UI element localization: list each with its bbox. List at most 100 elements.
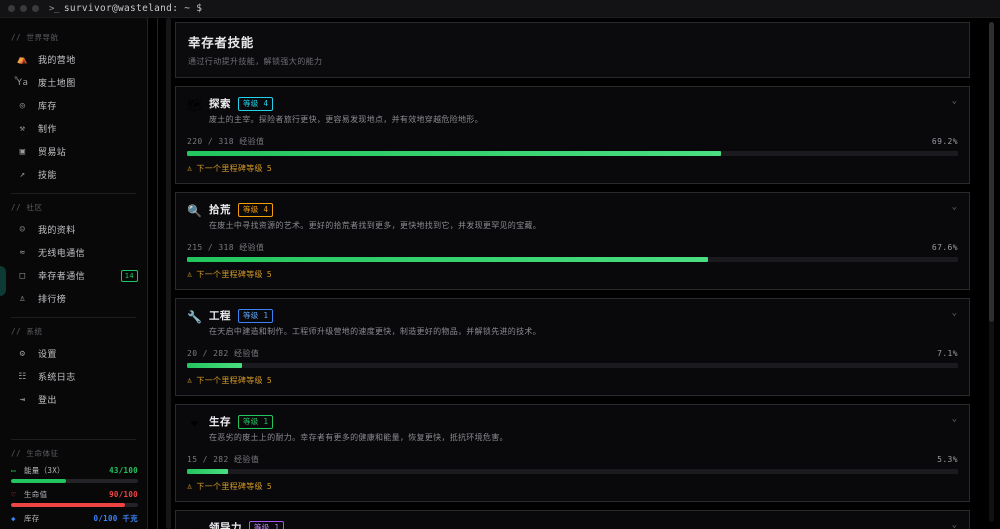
maximize-button-dot[interactable] [32,5,39,12]
trophy-icon: ♙ [187,375,193,386]
sidebar-item-3[interactable]: ◎ 库存 [0,94,147,117]
chevron-down-icon[interactable]: ⌄ [951,414,957,424]
vitals-section-title: // 生命体征 [11,449,59,458]
xp-separator: / [207,137,214,146]
window-title: survivor@wasteland: ~ $ [63,3,203,14]
window-controls[interactable] [8,5,39,12]
xp-current: 215 [187,243,203,252]
skill-level-badge: 等级 4 [238,202,274,217]
skill-card[interactable]: ⌄ 🔧 工程 等级 1 在天启中建造和制作。工程师升级营地的速度更快，制造更好的物品，并… [175,298,970,396]
window-title-bar: >_ survivor@wasteland: ~ $ [0,0,1000,18]
sidebar-content-gutter[interactable] [148,18,175,529]
vital-label: 能量（3X） [24,466,65,475]
sidebar-item-1[interactable]: ⛺ 我的营地 [0,48,147,71]
sidebar-item-1[interactable]: ☺ 我的资料 [0,218,147,241]
skill-card[interactable]: ⌄ 🔍 拾荒 等级 4 在废土中寻找资源的艺术。更好的拾荒者找到更多，更快地找到它，并发… [175,192,970,290]
level-prefix: 等级 [243,310,259,320]
skills-panel: 幸存者技能 通过行动提升技能，解锁强大的能力 ⌄ 🗺 探索 等级 4 废土的主宰。探险者… [175,22,970,529]
main-scrollbar[interactable] [989,22,994,522]
camp-icon: ⛺ [16,54,29,65]
vital-row: ◆ 库存 0/100 千克 [0,512,147,525]
skill-name: 探索 [209,98,231,110]
trophy-icon: ♙ [187,163,193,174]
star-icon: ★ [190,521,199,529]
xp-max: 282 [213,349,229,358]
level-prefix: 等级 [254,522,270,529]
skill-progress-bar [187,363,958,368]
skill-xp-text: 20 / 282 经验值 [187,348,259,359]
sidebar-item-1[interactable]: ⚙ 设置 [0,342,147,365]
sidebar-item-2[interactable]: Ὗa 废土地图 [0,71,147,94]
map-icon: Ὗa [16,77,29,88]
milestone-level: 5 [266,376,272,385]
milestone-level: 5 [266,270,272,279]
wrench-icon: 🔧 [187,309,202,324]
chevron-down-icon[interactable]: ⌄ [951,308,957,318]
level-prefix: 等级 [243,416,259,426]
sidebar-item-label: 我的资料 [38,226,76,236]
level-value: 1 [263,416,269,426]
sidebar-item-badge: 14 [120,269,138,282]
skill-percent: 67.6% [931,243,958,252]
chevron-down-icon[interactable]: ⌄ [951,202,957,212]
sidebar-item-5[interactable]: ▣ 贸易站 [0,140,147,163]
trophy-icon: ♙ [19,293,26,304]
vital-row: ▭ 能量（3X） 43/100 [0,464,147,477]
xp-separator: / [207,243,214,252]
skill-xp-text: 15 / 282 经验值 [187,454,259,465]
vital-progress-bar [11,503,138,507]
xp-max: 318 [218,137,234,146]
sidebar-item-4[interactable]: ♙ 排行榜 [0,287,147,310]
logbook-icon: ☷ [18,371,27,382]
skill-percent: 7.1% [937,349,958,358]
level-value: 4 [263,204,269,214]
sidebar-item-3[interactable]: □ 幸存者通信 14 [0,264,147,287]
sidebar-item-3[interactable]: ⇥ 登出 [0,388,147,411]
level-value: 1 [274,522,280,529]
chevron-down-icon[interactable]: ⌄ [951,96,957,106]
vital-value: 43/100 [109,466,138,475]
skill-description: 废土的主宰。探险者旅行更快，更容易发现地点，并有效地穿越危险地形。 [209,115,483,124]
sidebar-item-2[interactable]: ☷ 系统日志 [0,365,147,388]
store-icon: ▣ [19,146,26,157]
main-content: 幸存者技能 通过行动提升技能，解锁强大的能力 ⌄ 🗺 探索 等级 4 废土的主宰。探险者… [175,18,1000,529]
xp-suffix: 经验值 [239,137,265,146]
sidebar-divider [11,439,136,440]
skill-milestone: ♙ 下一个里程碑等级 5 [187,375,958,386]
milestone-label: 下一个里程碑等级 [196,164,263,173]
level-value: 1 [263,310,269,320]
milestone-level: 5 [266,482,272,491]
sidebar-item-label: 贸易站 [38,148,67,158]
minimize-button-dot[interactable] [20,5,27,12]
sidebar-item-label: 设置 [38,350,57,360]
skill-name: 拾荒 [209,204,231,216]
user-icon: ☺ [19,224,26,235]
magnifier-icon: 🔍 [187,203,202,218]
skill-name: 领导力 [209,522,242,529]
sidebar-item-2[interactable]: ≈ 无线电通信 [0,241,147,264]
sidebar-item-label: 库存 [38,102,57,112]
skill-milestone: ♙ 下一个里程碑等级 5 [187,481,958,492]
close-button-dot[interactable] [8,5,15,12]
sidebar-item-4[interactable]: ⚒ 制作 [0,117,147,140]
skill-card[interactable]: ⌄ ❤ 生存 等级 1 在恶劣的废土上的耐力。幸存者有更多的健康和能量，恢复更快，抵抗环… [175,404,970,502]
skill-progress-bar [187,151,958,156]
milestone-label: 下一个里程碑等级 [196,270,263,279]
milestone-label: 下一个里程碑等级 [196,376,263,385]
xp-max: 282 [213,455,229,464]
skill-card[interactable]: ⌄ 🗺 探索 等级 4 废土的主宰。探险者旅行更快，更容易发现地点，并有效地穿越危险地形… [175,86,970,184]
sidebar-collapse-handle[interactable] [0,266,6,296]
milestone-label: 下一个里程碑等级 [196,482,263,491]
battery-icon: ▭ [11,466,16,475]
skill-milestone: ♙ 下一个里程碑等级 5 [187,163,958,174]
sidebar-nav: // 世界导航 ⛺ 我的营地 Ὗa 废土地图 ◎ 库存 ⚒ 制作 ▣ 贸易站 ↗ 技能 // 社区 ☺ 我的资… [0,18,147,432]
backpack-icon: ◎ [19,100,26,111]
sidebar-item-6[interactable]: ↗ 技能 [0,163,147,186]
chevron-down-icon[interactable]: ⌄ [951,520,957,529]
sidebar-section-title: // 世界导航 [11,33,59,42]
xp-current: 15 [187,455,198,464]
main-scrollbar-thumb[interactable] [989,22,994,322]
skill-level-badge: 等级 4 [238,96,274,111]
terminal-prompt-icon: >_ [49,3,59,14]
